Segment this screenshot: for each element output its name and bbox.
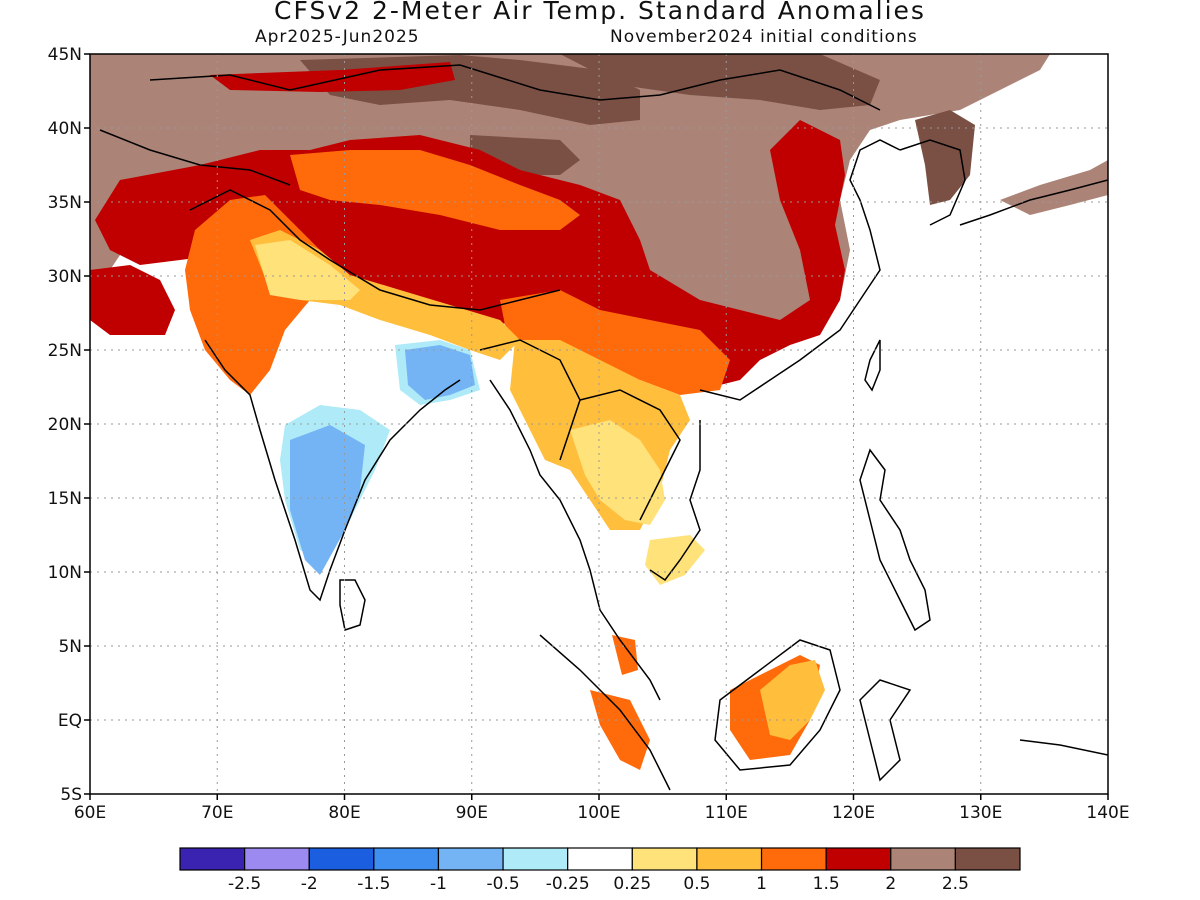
y-tick-label: 45N xyxy=(48,45,82,65)
legend-swatch xyxy=(308,847,375,871)
y-tick-label: 25N xyxy=(48,341,82,361)
legend-swatch xyxy=(373,847,440,871)
x-tick-label: 130E xyxy=(959,803,1002,823)
x-tick-label: 60E xyxy=(74,803,106,823)
anomaly-region-deccan-blue xyxy=(290,425,365,575)
anomaly-region-sumatra xyxy=(590,690,650,770)
y-tick-label: 20N xyxy=(48,415,82,435)
initial-conditions: November2024 initial conditions xyxy=(610,27,918,47)
legend-label: 1 xyxy=(756,874,767,894)
legend-swatch xyxy=(954,847,1021,871)
legend-swatch xyxy=(760,847,827,871)
indochina-coastline xyxy=(489,379,661,701)
anomaly-region-southwest-china xyxy=(500,290,730,395)
map-title: CFSv2 2-Meter Air Temp. Standard Anomali… xyxy=(274,0,926,25)
legend-swatch xyxy=(631,847,698,871)
legend-label: -1.5 xyxy=(357,874,390,894)
border-laos-thai xyxy=(579,389,681,521)
new-guinea-coast xyxy=(1019,739,1108,756)
y-tick-label: 30N xyxy=(48,267,82,287)
vietnam-coast xyxy=(649,420,701,582)
taiwan-coast xyxy=(864,339,881,392)
legend-label: 1.5 xyxy=(813,874,840,894)
philippines-coast xyxy=(859,448,931,632)
anomaly-region-vietnam-south xyxy=(645,535,705,585)
x-tick-label: 100E xyxy=(577,803,620,823)
anomaly-region-pakistan-west xyxy=(90,265,175,335)
anomaly-region-thailand xyxy=(570,420,665,525)
y-tick-label: 40N xyxy=(48,119,82,139)
border-afghanistan xyxy=(99,129,291,186)
color-legend: -2.5 -2 -1.5 -1 -0.5 -0.25 0.25 0.5 1 1.5 2 2.5 xyxy=(179,847,1021,894)
legend-label: -0.25 xyxy=(546,874,590,894)
gridlines xyxy=(90,54,1108,794)
legend-swatch xyxy=(244,847,310,871)
anomaly-region-korea xyxy=(915,110,975,205)
legend-swatch xyxy=(696,847,763,871)
japan-coast xyxy=(959,179,1108,226)
legend-label: 2 xyxy=(885,874,896,894)
x-tick-label: 110E xyxy=(705,803,748,823)
legend-label: -0.5 xyxy=(486,874,519,894)
border-china-north xyxy=(149,64,881,111)
x-tick-label: 140E xyxy=(1086,803,1129,823)
x-tick-label: 90E xyxy=(456,803,488,823)
anomaly-region-malaya xyxy=(612,635,638,675)
axes: 60E 70E 80E 90E 100E 110E 120E 130E 140E 45N 40N 35… xyxy=(48,45,1130,823)
border-myanmar xyxy=(479,339,581,461)
y-tick-label: 5S xyxy=(60,785,82,805)
anomaly-shading xyxy=(90,54,1108,770)
legend-label: 2.5 xyxy=(942,874,969,894)
legend-swatch xyxy=(437,847,504,871)
x-tick-label: 70E xyxy=(201,803,233,823)
x-tick-label: 120E xyxy=(832,803,875,823)
y-tick-label: 15N xyxy=(48,489,82,509)
border-pak-india xyxy=(189,189,561,311)
anomaly-region-tibet-orange xyxy=(290,150,580,230)
y-tick-label: 5N xyxy=(58,637,82,657)
sumatra-coast xyxy=(539,634,671,791)
y-tick-label: EQ xyxy=(58,711,82,731)
forecast-period: Apr2025-Jun2025 xyxy=(255,27,420,47)
legend-label: -2.5 xyxy=(228,874,261,894)
sri-lanka-coast xyxy=(339,579,366,631)
x-tick-label: 80E xyxy=(328,803,360,823)
y-tick-label: 35N xyxy=(48,193,82,213)
anomaly-region-india-central-yellow xyxy=(255,240,360,300)
borneo-coast xyxy=(714,639,841,771)
legend-label: 0.5 xyxy=(683,874,710,894)
legend-swatch xyxy=(502,847,569,871)
korea-coast xyxy=(899,139,966,226)
coastlines xyxy=(99,64,1108,791)
legend-label: 0.25 xyxy=(613,874,651,894)
legend-label: -2 xyxy=(301,874,318,894)
legend-label: -1 xyxy=(430,874,447,894)
anomaly-region-manchuria xyxy=(560,54,880,110)
sulawesi-coast xyxy=(859,679,912,782)
y-tick-label: 10N xyxy=(48,563,82,583)
anomaly-region-bangladesh-blue xyxy=(405,345,475,400)
legend-swatch xyxy=(890,847,956,871)
china-coast xyxy=(699,139,901,401)
legend-swatch xyxy=(825,847,892,871)
legend-swatch xyxy=(567,847,633,871)
legend-swatch xyxy=(179,847,246,871)
anomaly-region-japan xyxy=(1000,160,1108,215)
india-coastline xyxy=(204,339,461,602)
